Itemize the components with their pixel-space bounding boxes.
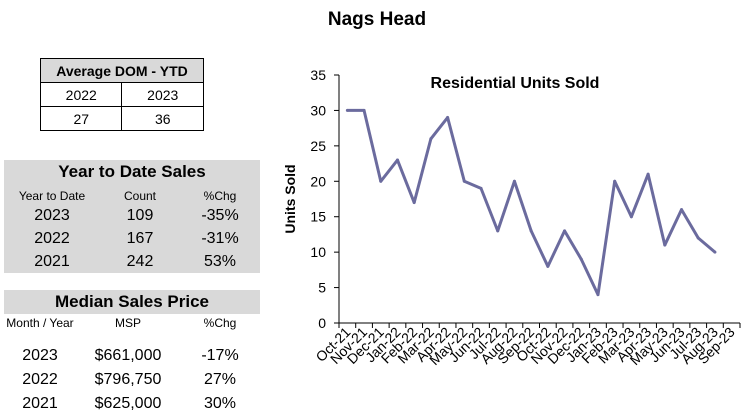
y-tick-label: 15 — [310, 209, 326, 225]
chart-series — [345, 108, 717, 297]
data-point — [713, 250, 717, 254]
table-row: 2021 242 53% — [4, 250, 260, 273]
data-point — [596, 293, 600, 297]
msp-year: 2022 — [22, 371, 58, 388]
ytd-chg: -35% — [201, 206, 239, 224]
ytd-sales-title: Year to Date Sales — [4, 160, 260, 184]
chart-axes — [338, 75, 740, 324]
dom-value-2022: 27 — [39, 106, 123, 131]
data-point — [462, 179, 466, 183]
data-point — [696, 236, 700, 240]
msp-price: $661,000 — [94, 347, 162, 364]
data-point — [379, 179, 383, 183]
x-ticks: Oct-21Nov-21Dec-21Jan-22Feb-22Mar-22Apr-… — [312, 323, 741, 368]
data-point — [629, 215, 633, 219]
units-sold-chart: Residential Units Sold Units Sold 0 5 10 15… — [282, 67, 741, 368]
y-tick-label: 20 — [310, 173, 326, 189]
msp-chg: 27% — [203, 371, 237, 388]
dom-table-title: Average DOM - YTD — [40, 58, 204, 83]
data-point — [563, 229, 567, 233]
median-price-title: Median Sales Price — [4, 290, 260, 314]
data-point — [680, 208, 684, 212]
y-ticks: 0 5 10 15 20 25 30 35 — [310, 67, 339, 331]
data-point — [362, 108, 366, 112]
msp-chg: 30% — [203, 395, 237, 412]
ytd-year: 2022 — [34, 229, 70, 247]
msp-price: $796,750 — [94, 371, 162, 388]
data-point — [663, 243, 667, 247]
ytd-header-year: Year to Date — [18, 189, 86, 203]
page-title: Nags Head — [327, 9, 427, 30]
median-price-body: Month / Year MSP %Chg 2023 $661,000 -17%… — [4, 314, 260, 414]
ytd-year: 2021 — [34, 252, 70, 270]
ytd-header-chg: %Chg — [203, 189, 237, 203]
msp-header-row: Month / Year MSP %Chg — [4, 314, 260, 344]
data-point — [496, 229, 500, 233]
y-tick-label: 0 — [318, 315, 326, 331]
ytd-header-row: Year to Date Count %Chg — [4, 184, 260, 204]
y-tick-label: 5 — [318, 280, 326, 296]
ytd-sales-panel: Year to Date Sales Year to Date Count %C… — [4, 160, 260, 273]
ytd-count: 167 — [126, 229, 154, 247]
data-point — [395, 158, 399, 162]
msp-price: $625,000 — [94, 395, 162, 412]
ytd-chg: -31% — [201, 229, 239, 247]
msp-chg: -17% — [201, 347, 239, 364]
y-tick-label: 30 — [310, 102, 326, 118]
y-tick-label: 35 — [310, 67, 326, 83]
data-point — [613, 179, 617, 183]
msp-header-year: Month / Year — [6, 316, 74, 330]
table-row: 2023 109 -35% — [4, 204, 260, 227]
data-point — [429, 137, 433, 141]
data-point — [529, 229, 533, 233]
ytd-year: 2023 — [34, 206, 70, 224]
data-point — [446, 116, 450, 120]
data-point — [479, 186, 483, 190]
ytd-count: 242 — [126, 252, 154, 270]
data-point — [345, 108, 349, 112]
ytd-chg: 53% — [203, 252, 237, 270]
y-axis-label: Units Sold — [282, 164, 298, 233]
ytd-sales-body: Year to Date Count %Chg 2023 109 -35% 20… — [4, 184, 260, 273]
msp-header-chg: %Chg — [203, 316, 237, 330]
msp-year: 2021 — [22, 395, 58, 412]
table-row: 2023 $661,000 -17% — [4, 344, 260, 368]
msp-header-price: MSP — [114, 316, 141, 330]
data-point — [579, 257, 583, 261]
y-tick-label: 10 — [310, 244, 326, 260]
msp-year: 2023 — [22, 347, 58, 364]
dom-year-2023: 2023 — [121, 82, 204, 107]
chart-title: Residential Units Sold — [431, 75, 600, 92]
ytd-header-count: Count — [123, 189, 157, 203]
table-row: 2021 $625,000 30% — [4, 392, 260, 414]
dom-year-2022: 2022 — [39, 82, 123, 107]
data-point — [646, 172, 650, 176]
median-price-panel: Median Sales Price Month / Year MSP %Chg… — [4, 290, 260, 414]
data-point — [512, 179, 516, 183]
table-row: 2022 167 -31% — [4, 227, 260, 250]
average-dom-table: Average DOM - YTD 2022 2023 27 36 — [39, 58, 204, 131]
ytd-count: 109 — [126, 206, 154, 224]
y-tick-label: 25 — [310, 138, 326, 154]
table-row: 2022 $796,750 27% — [4, 368, 260, 392]
series-line — [347, 108, 716, 297]
data-point — [546, 264, 550, 268]
data-point — [412, 201, 416, 205]
dom-value-2023: 36 — [121, 106, 204, 131]
